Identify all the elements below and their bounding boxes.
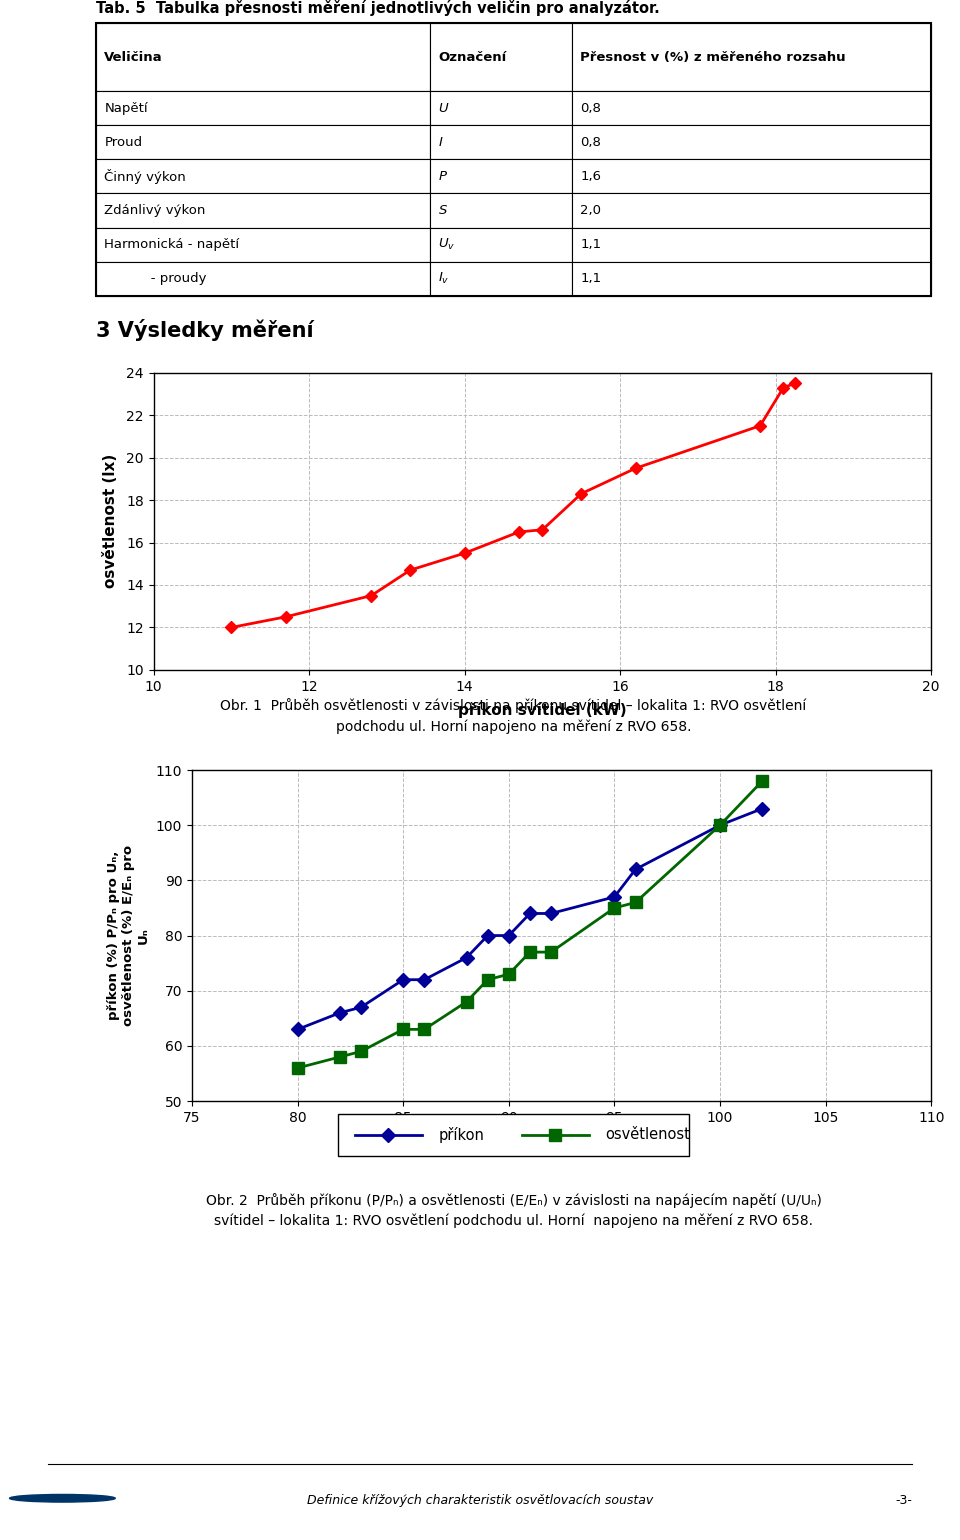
Text: $I_v$: $I_v$ — [439, 271, 450, 286]
X-axis label: napětí (%): napětí (%) — [517, 1133, 606, 1149]
příkon — [292, 1019, 303, 1038]
Bar — [96, 262, 430, 296]
Text: Obr. 2  Průběh příkonu (P/Pₙ) a osvětlenosti (E/Eₙ) v závislosti na napájecím na: Obr. 2 Průběh příkonu (P/Pₙ) a osvětleno… — [205, 1192, 822, 1227]
Text: Zdánlivý výkon: Zdánlivý výkon — [105, 203, 205, 217]
Text: Veličina: Veličina — [105, 51, 163, 63]
Text: 0,8: 0,8 — [581, 102, 601, 115]
příkon — [524, 904, 536, 922]
příkon — [461, 949, 472, 967]
Text: I: I — [439, 136, 443, 149]
Text: příkon: příkon — [439, 1127, 484, 1143]
Bar — [338, 1115, 689, 1155]
Bar — [430, 228, 572, 262]
Text: Tab. 5  Tabulka přesnosti měření jednotlivých veličin pro analyzátor.: Tab. 5 Tabulka přesnosti měření jednotli… — [96, 0, 660, 17]
Bar — [96, 23, 430, 91]
Text: 1,1: 1,1 — [581, 273, 602, 285]
příkon — [714, 816, 726, 835]
Text: 0,8: 0,8 — [581, 136, 601, 149]
příkon — [355, 998, 367, 1016]
příkon — [419, 970, 430, 989]
Text: osvětlenost: osvětlenost — [606, 1127, 690, 1143]
osvětlenost — [609, 899, 620, 918]
osvětlenost — [482, 970, 493, 989]
Text: $U_v$: $U_v$ — [439, 237, 456, 253]
Bar — [96, 159, 430, 194]
příkon — [545, 904, 557, 922]
Circle shape — [10, 1494, 115, 1502]
Text: P: P — [439, 169, 446, 183]
příkon — [609, 887, 620, 906]
Text: Definice křížových charakteristik osvětlovacích soustav: Definice křížových charakteristik osvětl… — [307, 1494, 653, 1506]
Bar — [430, 262, 572, 296]
Text: U: U — [439, 102, 448, 115]
Text: Obr. 1  Průběh osvětlenosti v závislosti na příkonu svítidel – lokalita 1: RVO o: Obr. 1 Průběh osvětlenosti v závislosti … — [221, 699, 806, 733]
osvětlenost — [756, 772, 768, 790]
Bar — [96, 91, 430, 125]
osvětlenost — [334, 1047, 346, 1066]
Bar — [572, 125, 931, 159]
Bar — [572, 159, 931, 194]
Text: Přesnost v (%) z měřeného rozsahu: Přesnost v (%) z měřeného rozsahu — [581, 51, 846, 63]
osvětlenost — [503, 966, 515, 984]
osvětlenost — [461, 992, 472, 1010]
Bar — [96, 125, 430, 159]
osvětlenost — [714, 816, 726, 835]
příkon — [397, 970, 409, 989]
Line: příkon: příkon — [293, 804, 767, 1035]
Bar — [572, 23, 931, 91]
příkon — [334, 1004, 346, 1023]
příkon — [482, 926, 493, 944]
Text: 1,1: 1,1 — [581, 239, 602, 251]
Bar — [96, 194, 430, 228]
Bar — [572, 91, 931, 125]
Text: 2,0: 2,0 — [581, 203, 601, 217]
Y-axis label: příkon (%) P/Pₙ pro Uₙ,
osvětlenost (%) E/Eₙ pro
Uₙ: příkon (%) P/Pₙ pro Uₙ, osvětlenost (%) … — [108, 845, 150, 1026]
osvětlenost — [545, 942, 557, 961]
osvětlenost — [630, 893, 641, 912]
Text: - proudy: - proudy — [105, 273, 206, 285]
Bar — [430, 23, 572, 91]
Bar — [572, 194, 931, 228]
osvětlenost — [397, 1019, 409, 1038]
Text: Činný výkon: Činný výkon — [105, 169, 186, 183]
Bar — [430, 159, 572, 194]
Bar — [430, 125, 572, 159]
Bar — [572, 228, 931, 262]
Bar — [572, 262, 931, 296]
osvětlenost — [524, 942, 536, 961]
Y-axis label: osvětlenost (lx): osvětlenost (lx) — [103, 454, 118, 588]
Text: Harmonická - napětí: Harmonická - napětí — [105, 239, 239, 251]
Bar — [96, 228, 430, 262]
Text: Označení: Označení — [439, 51, 507, 63]
X-axis label: příkon svítidel (kW): příkon svítidel (kW) — [458, 702, 627, 718]
Bar — [430, 91, 572, 125]
Line: osvětlenost: osvětlenost — [292, 776, 768, 1073]
příkon — [630, 859, 641, 878]
Text: 1,6: 1,6 — [581, 169, 601, 183]
osvětlenost — [419, 1019, 430, 1038]
příkon — [756, 799, 768, 818]
Text: 3 Výsledky měření: 3 Výsledky měření — [96, 319, 314, 340]
příkon — [503, 926, 515, 944]
Text: Proud: Proud — [105, 136, 142, 149]
Text: S: S — [439, 203, 446, 217]
Text: -3-: -3- — [895, 1494, 912, 1506]
Bar — [430, 194, 572, 228]
osvětlenost — [355, 1043, 367, 1061]
Text: Napětí: Napětí — [105, 102, 148, 115]
osvětlenost — [292, 1060, 303, 1078]
